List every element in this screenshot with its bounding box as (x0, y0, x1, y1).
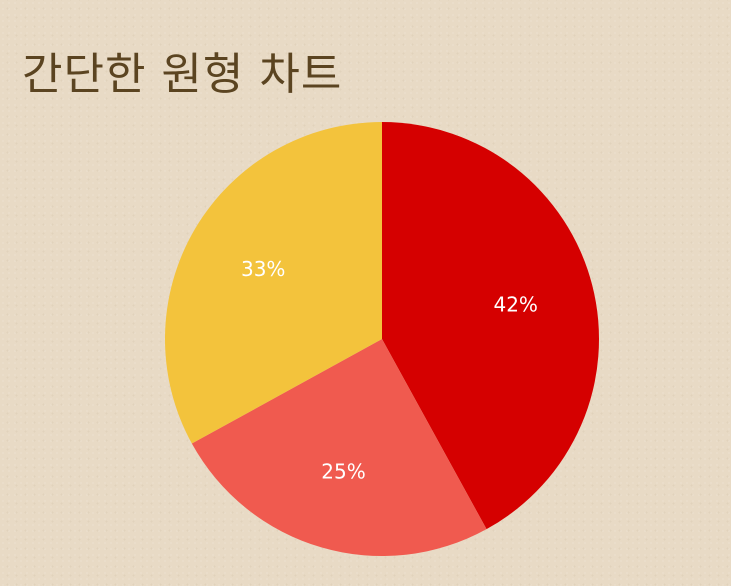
pie-labels: 42% 25% 33% (241, 257, 538, 484)
pie-slice-3 (164, 122, 382, 444)
pie-slices (164, 122, 600, 557)
pie-slice-1 (382, 122, 600, 530)
slice-label-1: 42% (493, 293, 537, 317)
slice-label-2: 25% (321, 460, 365, 484)
chart-title: 간단한 원형 차트 (22, 49, 343, 100)
pie-slice-2 (191, 339, 487, 557)
slice-label-3: 33% (241, 257, 285, 281)
